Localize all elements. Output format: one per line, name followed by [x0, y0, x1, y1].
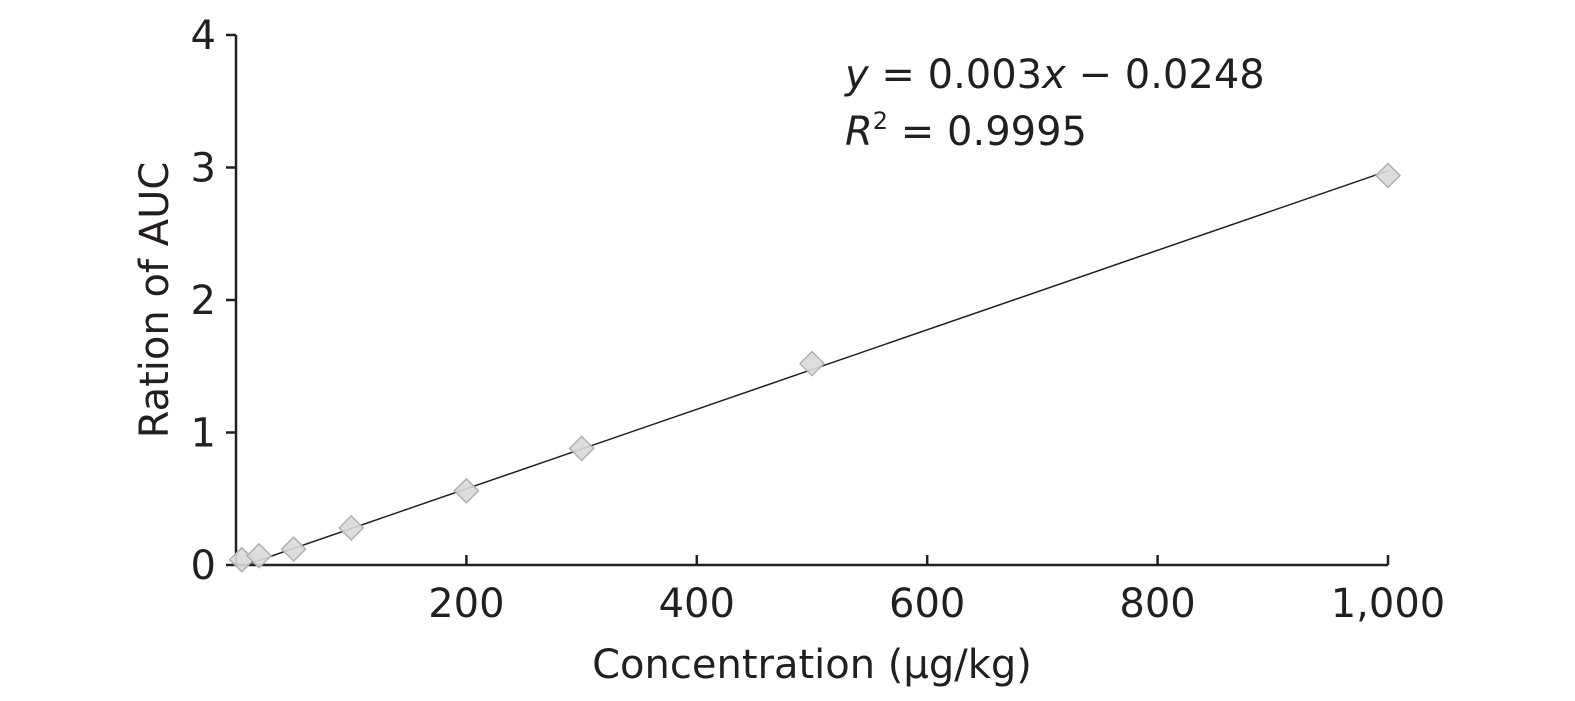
y-tick-label: 1: [191, 411, 216, 457]
x-tick-label: 1,000: [1331, 581, 1446, 627]
regression-equation: y = 0.003x − 0.0248 R2 = 0.9995: [844, 52, 1265, 155]
eq-part-2: − 0.0248: [1066, 52, 1265, 98]
data-point-diamond: [245, 542, 273, 569]
equation-line: y = 0.003x − 0.0248: [844, 52, 1265, 98]
x-axis-title: Concentration (μg/kg): [592, 642, 1032, 688]
y-tick-label: 3: [191, 146, 216, 192]
x-tick-label: 600: [889, 581, 965, 627]
x-tick-label: 400: [659, 581, 735, 627]
data-point-diamond: [1374, 162, 1402, 189]
r-squared-line: R2 = 0.9995: [845, 107, 1087, 155]
eq-y-var: y: [844, 52, 870, 98]
eq-r-var: R: [845, 109, 873, 155]
x-tick-label: 800: [1119, 581, 1195, 627]
y-axis-title: Ration of AUC: [132, 162, 178, 439]
data-point-diamond: [568, 435, 595, 462]
data-point-diamond: [798, 350, 826, 377]
y-tick-label: 0: [191, 543, 216, 589]
data-point-diamond: [280, 536, 307, 563]
x-axis: 200 400 600 800 1,000: [236, 555, 1445, 627]
data-points: [228, 162, 1402, 573]
eq-r-sup: 2: [873, 107, 888, 135]
eq-x-var: x: [1040, 52, 1066, 98]
data-point-diamond: [453, 477, 480, 504]
eq-part-1: = 0.003: [869, 52, 1042, 98]
y-tick-label: 4: [191, 13, 216, 59]
data-point-diamond: [338, 514, 365, 541]
y-tick-label: 2: [191, 278, 216, 324]
x-tick-label: 200: [428, 581, 504, 627]
y-axis: 0 1 2 3 4: [191, 13, 238, 589]
eq-part-3: = 0.9995: [888, 109, 1087, 155]
